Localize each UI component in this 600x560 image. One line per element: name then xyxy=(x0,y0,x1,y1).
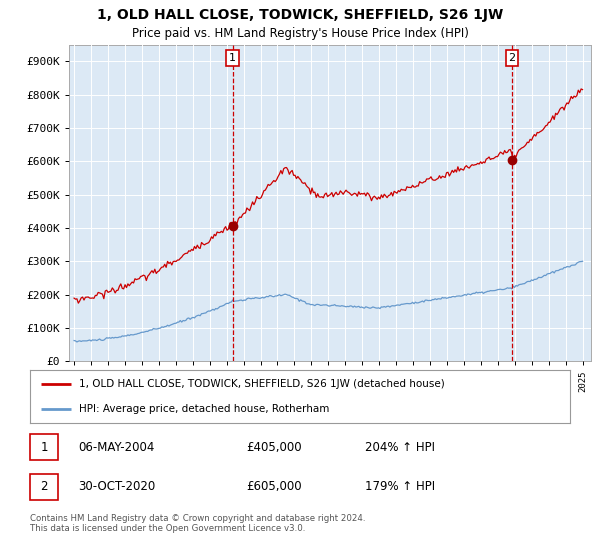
Text: 1, OLD HALL CLOSE, TODWICK, SHEFFIELD, S26 1JW: 1, OLD HALL CLOSE, TODWICK, SHEFFIELD, S… xyxy=(97,8,503,22)
FancyBboxPatch shape xyxy=(30,474,58,500)
Text: 1: 1 xyxy=(229,53,236,63)
Text: 2: 2 xyxy=(508,53,515,63)
Text: £605,000: £605,000 xyxy=(246,480,302,493)
Text: 1, OLD HALL CLOSE, TODWICK, SHEFFIELD, S26 1JW (detached house): 1, OLD HALL CLOSE, TODWICK, SHEFFIELD, S… xyxy=(79,380,445,390)
Text: Price paid vs. HM Land Registry's House Price Index (HPI): Price paid vs. HM Land Registry's House … xyxy=(131,27,469,40)
Text: Contains HM Land Registry data © Crown copyright and database right 2024.
This d: Contains HM Land Registry data © Crown c… xyxy=(30,514,365,534)
Text: 2: 2 xyxy=(40,480,48,493)
Text: 06-MAY-2004: 06-MAY-2004 xyxy=(79,441,155,454)
Text: 1: 1 xyxy=(40,441,48,454)
Text: £405,000: £405,000 xyxy=(246,441,302,454)
Text: 204% ↑ HPI: 204% ↑ HPI xyxy=(365,441,435,454)
Text: 30-OCT-2020: 30-OCT-2020 xyxy=(79,480,156,493)
Text: 179% ↑ HPI: 179% ↑ HPI xyxy=(365,480,435,493)
FancyBboxPatch shape xyxy=(30,434,58,460)
Text: HPI: Average price, detached house, Rotherham: HPI: Average price, detached house, Roth… xyxy=(79,404,329,414)
